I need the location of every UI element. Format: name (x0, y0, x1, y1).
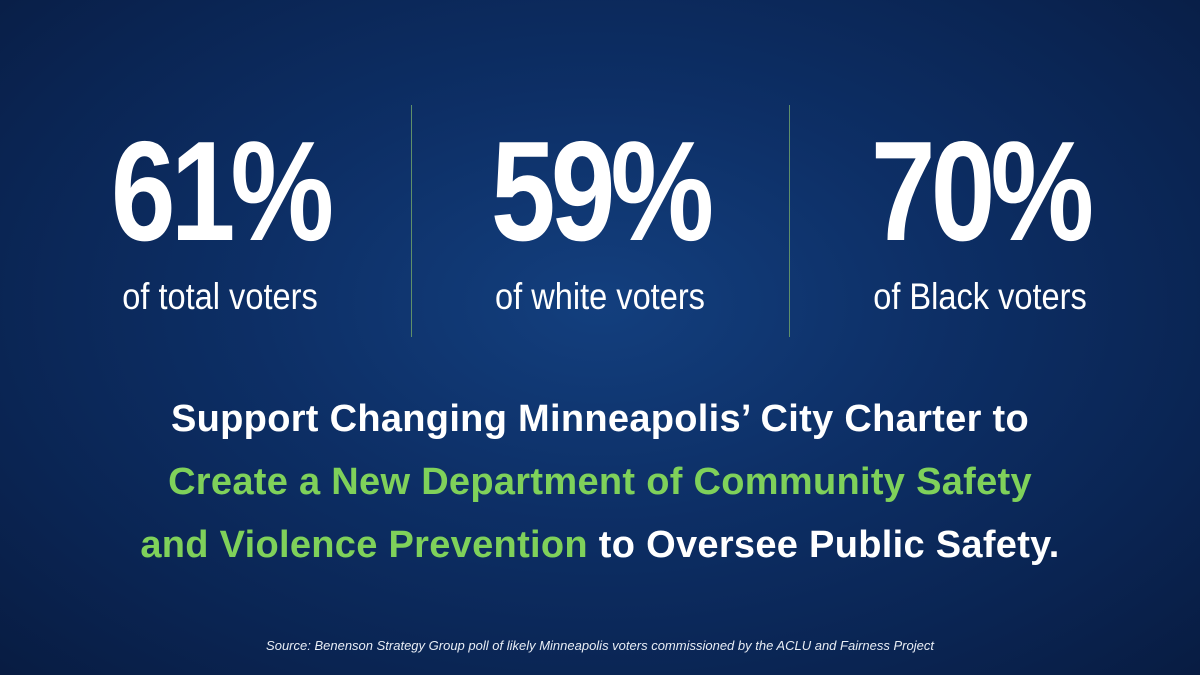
stat-black-voters: 70% of Black voters (790, 105, 1170, 337)
stats-row: 61% of total voters 59% of white voters … (30, 105, 1170, 337)
headline-highlight: and Violence Prevention (140, 524, 588, 566)
stat-total-voters: 61% of total voters (30, 105, 410, 337)
headline-line-1: Support Changing Minneapolis’ City Chart… (171, 398, 1029, 440)
stat-label: of white voters (495, 276, 705, 317)
headline-line-3: and Violence Prevention to Oversee Publi… (40, 514, 1160, 577)
stat-label: of Black voters (873, 276, 1087, 317)
source-note: Source: Benenson Strategy Group poll of … (266, 638, 934, 653)
divider (411, 105, 412, 337)
stat-value: 61% (110, 112, 334, 271)
stat-label: of total voters (122, 276, 318, 317)
stat-value: 70% (870, 112, 1094, 271)
stat-value: 59% (490, 112, 714, 271)
stat-white-voters: 59% of white voters (410, 105, 790, 337)
divider (789, 105, 790, 337)
headline-line-2: Create a New Department of Community Saf… (168, 461, 1032, 503)
headline-line-3-rest: to Oversee Public Safety. (587, 524, 1060, 566)
headline: Support Changing Minneapolis’ City Chart… (40, 388, 1160, 577)
